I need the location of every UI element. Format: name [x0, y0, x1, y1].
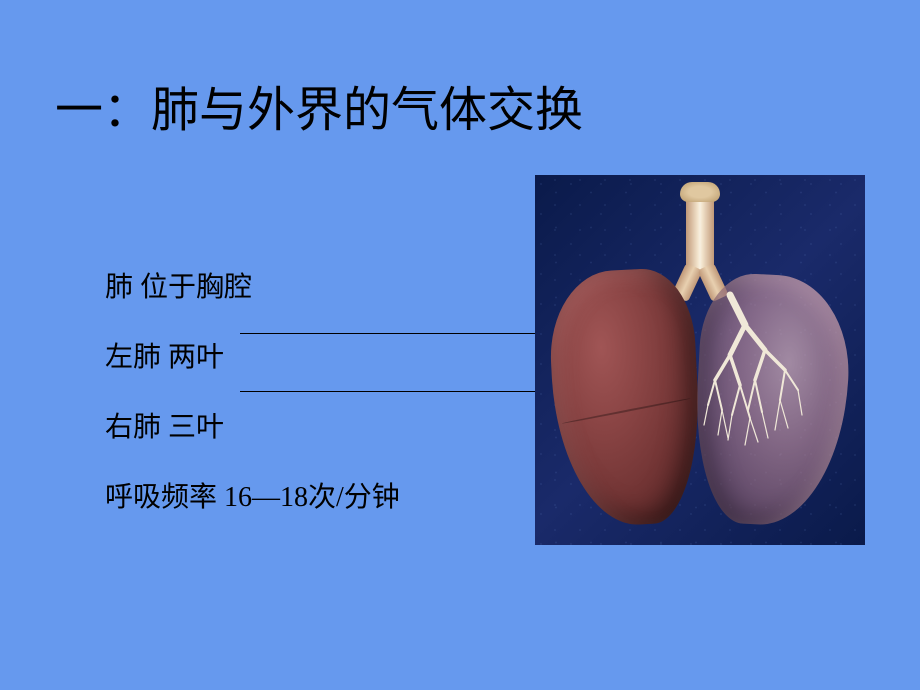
content-line-3: 右肺 三叶 [105, 405, 400, 445]
trachea-shape [686, 190, 714, 270]
slide-title: 一：肺与外界的气体交换 [55, 70, 583, 140]
bronchial-tree [700, 290, 810, 470]
content-list: 肺 位于胸腔 左肺 两叶 右肺 三叶 呼吸频率 16—18次/分钟 [105, 265, 400, 545]
left-lung-shape [546, 266, 704, 528]
content-line-2: 左肺 两叶 [105, 335, 400, 375]
lung-anatomy-image [535, 175, 865, 545]
connector-line-right-lung [240, 391, 585, 392]
content-line-1: 肺 位于胸腔 [105, 265, 400, 305]
content-line-4: 呼吸频率 16—18次/分钟 [105, 475, 400, 515]
